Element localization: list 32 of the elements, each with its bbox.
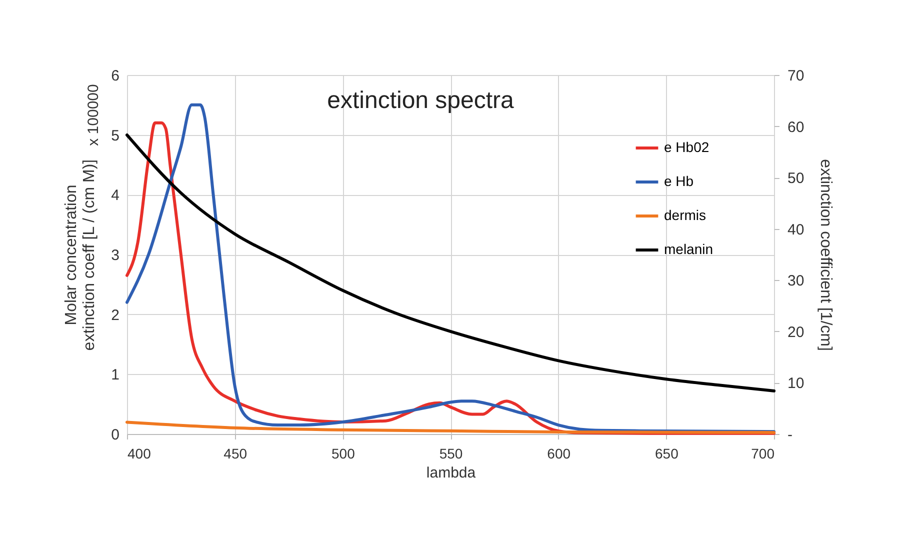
legend-label: melanin <box>664 241 714 257</box>
y-tick-label: 2 <box>111 306 120 324</box>
y-tick-label: 0 <box>111 426 120 444</box>
x-tick-label: 550 <box>439 446 463 462</box>
x-tick-label: 450 <box>224 446 248 462</box>
y2-tick-label: 10 <box>788 375 804 392</box>
y2-tick-label: - <box>788 426 792 444</box>
y-tick-label: 5 <box>111 127 120 144</box>
x-tick-label: 600 <box>547 446 571 462</box>
text: x 100000 <box>85 84 102 146</box>
y2-tick-label: 40 <box>788 221 804 238</box>
x-tick-label: 700 <box>751 446 775 462</box>
y2-tick-label: 60 <box>788 118 804 136</box>
text: extinction spectra <box>327 87 515 114</box>
y-tick-label: 4 <box>111 187 120 204</box>
legend-label: e Hb <box>664 173 694 189</box>
y2-tick-label: 20 <box>788 324 804 341</box>
y2-tick-label: 70 <box>788 68 804 84</box>
y2-tick-label: 30 <box>788 272 804 290</box>
line-series <box>126 134 776 392</box>
x-tick-label: 400 <box>128 446 152 462</box>
y2-axis-title: extinction coefficient [1/cm] <box>817 159 834 351</box>
legend-label: e Hb02 <box>664 139 710 155</box>
y-tick-label: 6 <box>111 68 120 84</box>
y2-tick-label: 50 <box>788 170 804 188</box>
legend-label: dermis <box>664 207 706 223</box>
x-tick-label: 500 <box>331 446 356 462</box>
y-axis-title: Molar concentration extinction coeff [L / (cm M)] <box>63 159 98 351</box>
y-tick-label: 3 <box>111 247 120 264</box>
x-tick-label: 650 <box>654 446 679 462</box>
y-tick-label: 1 <box>111 366 120 384</box>
x-axis-title: lambda <box>426 464 476 482</box>
